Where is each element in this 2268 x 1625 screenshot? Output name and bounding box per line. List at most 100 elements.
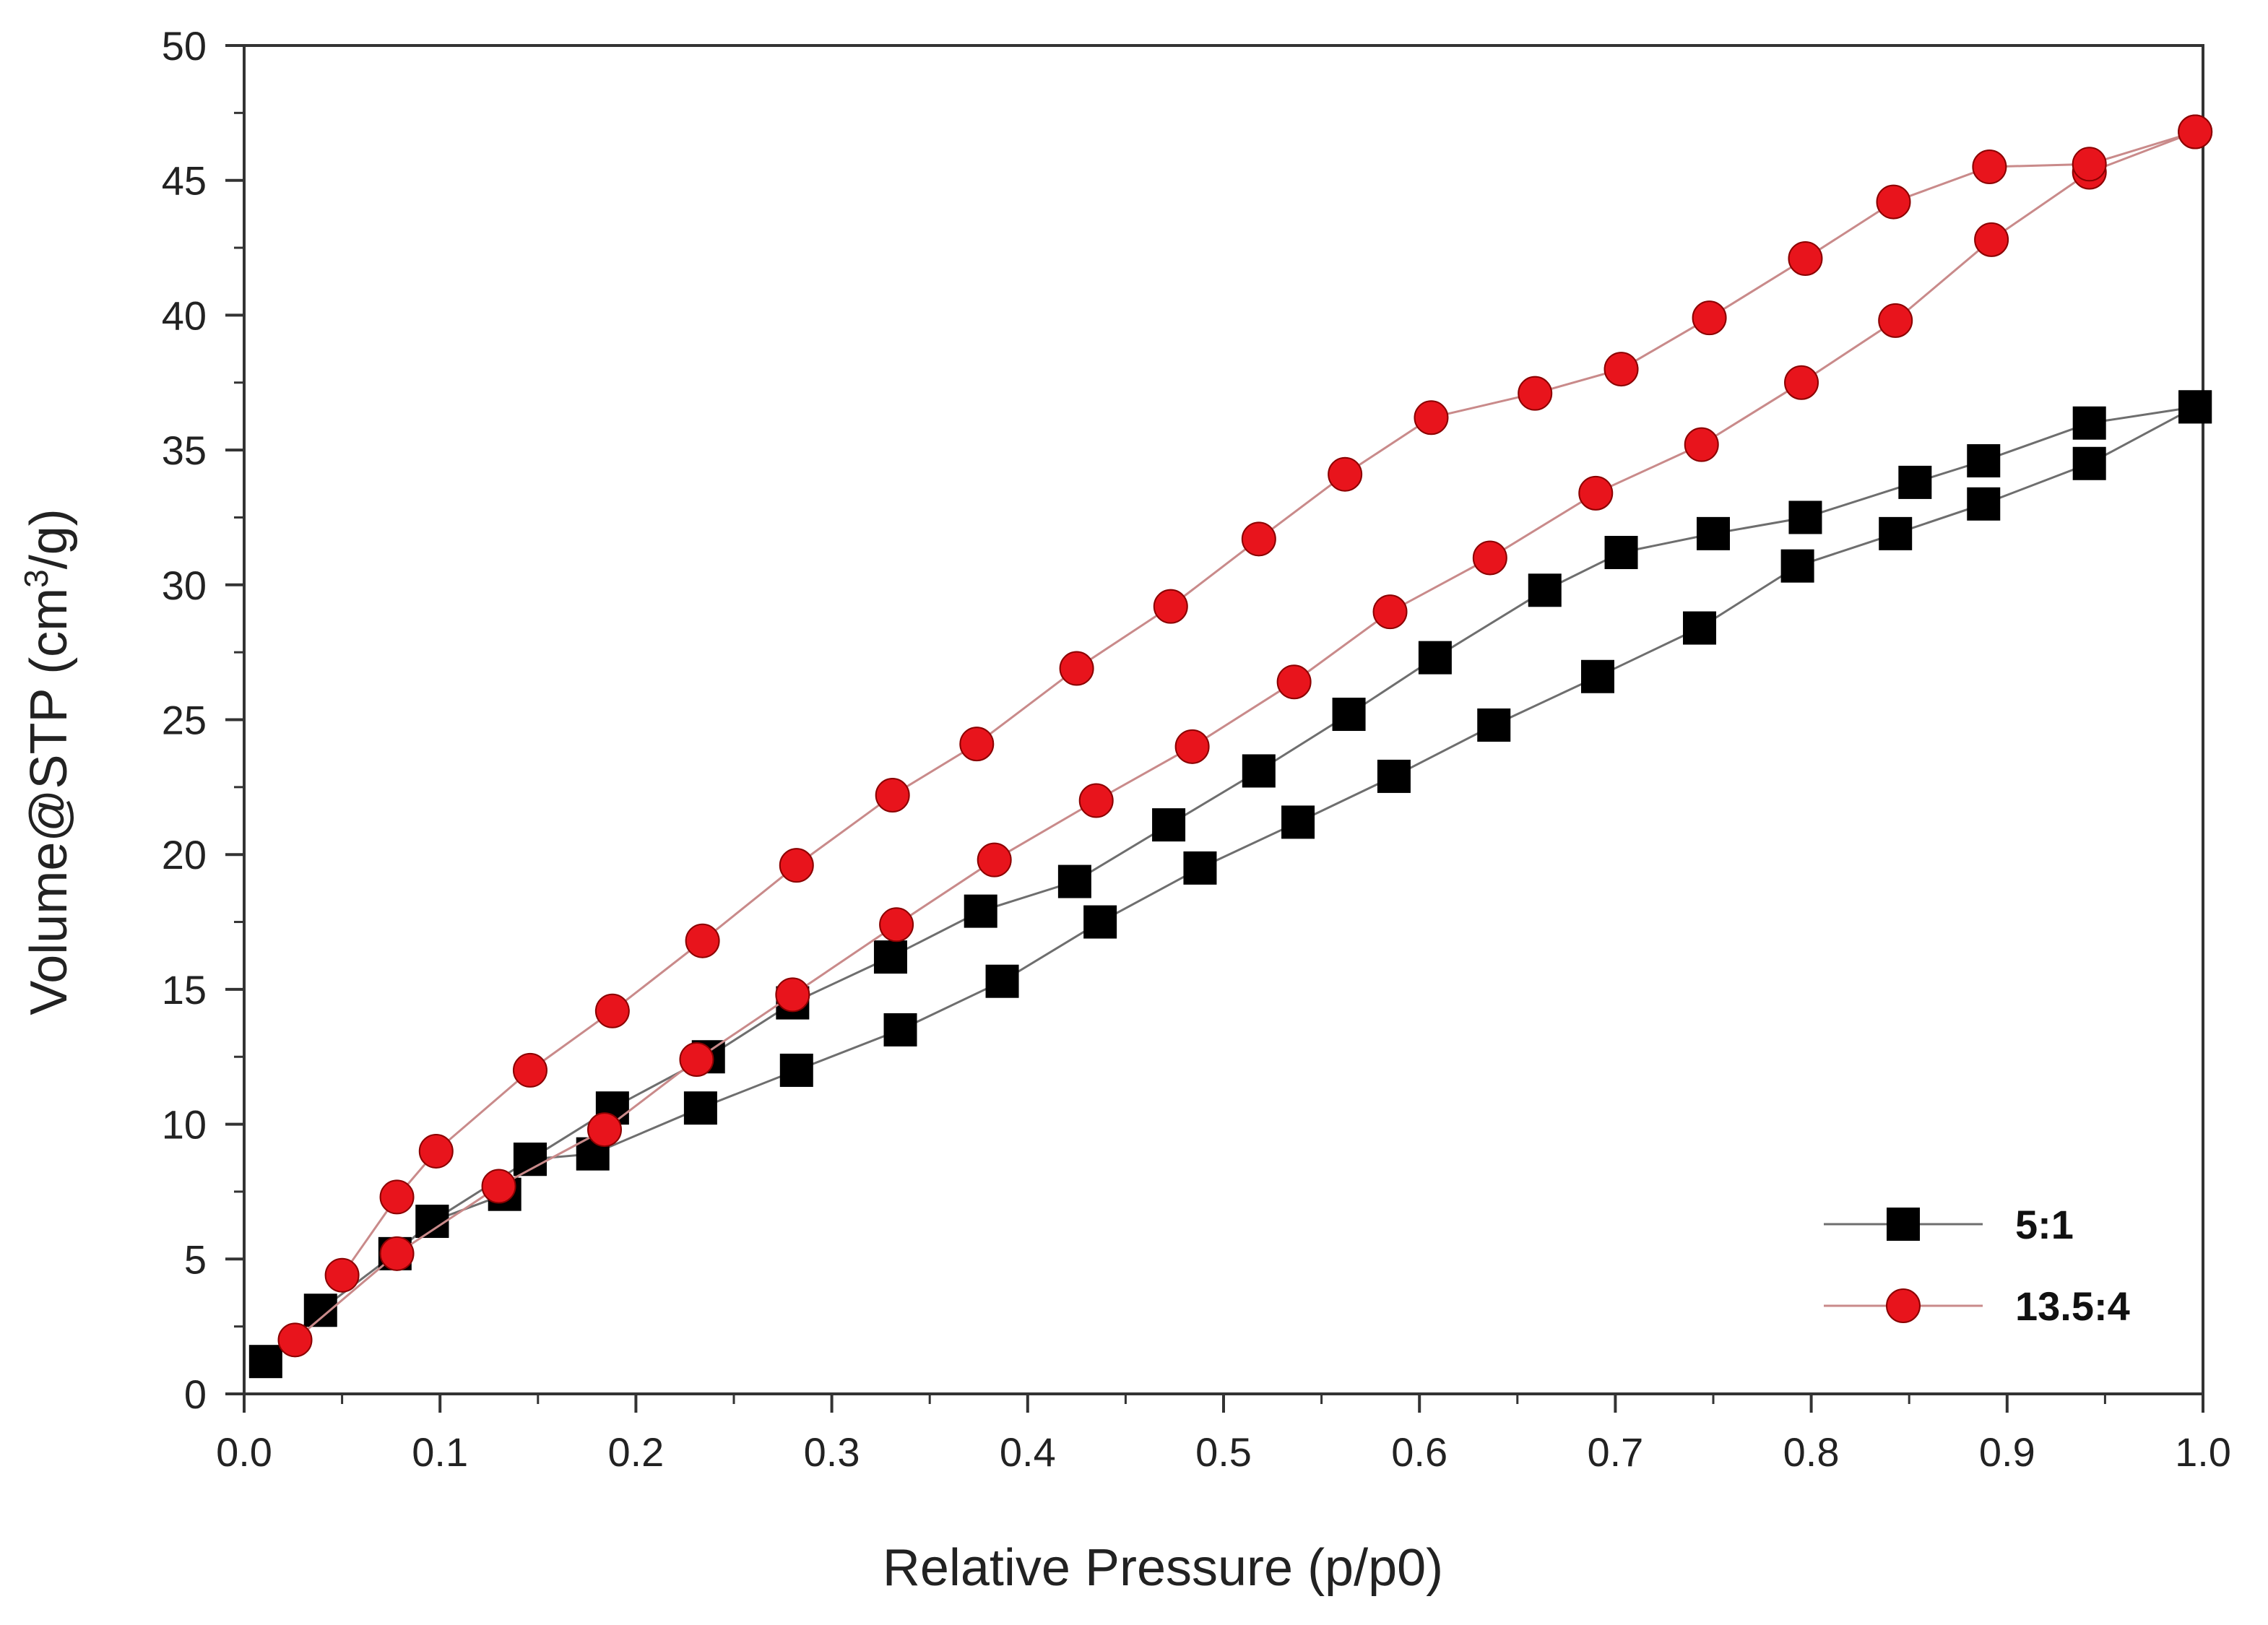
y-axis-label-prefix: Volume@STP (cm [20, 588, 78, 1015]
series-1-adsorption-point [1967, 487, 2001, 521]
series-2-desorption-point [1603, 352, 1639, 387]
series-2-desorption-point [1241, 521, 1276, 557]
series-2-desorption-point [1328, 456, 1363, 492]
legend-marker-2 [1886, 1288, 1921, 1323]
series-1-adsorption-point [883, 1013, 917, 1046]
series-2-desorption-point [1414, 400, 1449, 436]
y-tick-label: 0 [184, 1372, 207, 1417]
y-tick-label: 15 [162, 967, 207, 1013]
series-1-adsorption-point [248, 1345, 282, 1379]
series-1-desorption-point [1057, 864, 1091, 898]
y-tick-label: 35 [162, 428, 207, 473]
y-tick-label: 25 [162, 698, 207, 743]
y-tick-label: 30 [162, 563, 207, 608]
series-1-adsorption-point [985, 964, 1019, 998]
series-2-desorption-point [685, 923, 720, 958]
series-2-desorption-point [1153, 589, 1188, 624]
legend-marker-1 [1887, 1208, 1920, 1241]
x-tick-label: 0.9 [1979, 1429, 2035, 1475]
series-1-desorption-point [1332, 698, 1366, 732]
series-2-adsorption-point [1784, 365, 1819, 400]
series-2-desorption-point [1876, 184, 1911, 220]
series-2-desorption-point [779, 848, 814, 883]
y-tick-label: 50 [162, 23, 207, 69]
series-2-adsorption-point [379, 1236, 415, 1271]
series-2-desorption-point [594, 993, 630, 1028]
series-2-adsorption-point [1578, 475, 1614, 511]
series-2-desorption-point [324, 1257, 360, 1293]
axis-ticks: 0.0 0.1 0.2 0.3 0.4 0.5 0.6 0.7 0.8 0.9 1.0 0 5 10 15 2… [162, 23, 2231, 1475]
series-2-desorption-point [1788, 240, 1823, 276]
y-tick-label: 40 [162, 292, 207, 338]
series-1-desorption-point [1967, 444, 2001, 478]
legend: 5:1 13.5:4 [1824, 1202, 2130, 1329]
axes [243, 44, 2204, 1395]
series-1-desorption-point [1604, 535, 1638, 569]
series-1-adsorption-point [1083, 905, 1117, 939]
legend-label-1: 5:1 [2015, 1202, 2074, 1247]
series-2-adsorption-point [775, 977, 810, 1013]
series-1-adsorption-point [779, 1053, 813, 1087]
series-2-desorption-point [1059, 651, 1094, 686]
series-1-desorption-point [2178, 390, 2212, 424]
series-1-adsorption-point [1377, 759, 1411, 793]
series-2-desorption-point [959, 727, 995, 762]
series-1-adsorption-point [1780, 549, 1814, 583]
series-1-adsorption-point [576, 1137, 610, 1171]
x-tick-label: 0.4 [1000, 1429, 1056, 1475]
x-tick-label: 0.2 [607, 1429, 664, 1475]
series-2 [277, 114, 2213, 1358]
series-2-desorption-point [1972, 150, 2007, 185]
series-1-adsorption-point [1183, 851, 1217, 885]
y-axis-label-suffix: /g) [20, 508, 78, 569]
series-2-adsorption-point [481, 1169, 516, 1204]
series-2-adsorption-point [879, 907, 914, 942]
series-1-adsorption-point [683, 1091, 717, 1125]
series-2-desorption-point [512, 1052, 547, 1088]
series-2-adsorption-point [1684, 427, 1719, 462]
series-2-adsorption-point [1276, 664, 1312, 700]
x-tick-label: 0.8 [1783, 1429, 1840, 1475]
series-1-desorption-point [1697, 516, 1730, 550]
x-tick-label: 0.3 [804, 1429, 860, 1475]
series-2-adsorption-point [1472, 540, 1507, 576]
legend-label-2: 13.5:4 [2015, 1283, 2130, 1329]
series-2-adsorption-point [1974, 222, 2009, 257]
series-1-desorption-point [1528, 573, 1562, 607]
series-1-adsorption-point [1580, 659, 1614, 693]
series-1-desorption-point [1152, 808, 1186, 842]
series-2-adsorption-point [277, 1322, 313, 1358]
series-2-desorption-point [1692, 300, 1727, 336]
series-2-adsorption-point [587, 1112, 623, 1148]
x-tick-label: 1.0 [2175, 1429, 2231, 1475]
series-1-desorption-point [1788, 500, 1822, 534]
series-2-adsorption-point [1078, 783, 1114, 818]
y-tick-label: 5 [184, 1236, 207, 1282]
series-2-desorption-point [2072, 147, 2107, 182]
y-axis-label: Volume@STP (cm3/g) [17, 508, 78, 1015]
series-2-adsorption-point [1878, 303, 1913, 338]
series-1-desorption-point [415, 1205, 449, 1239]
series-2-desorption-point [1518, 376, 1553, 411]
series-1-adsorption-point [1281, 805, 1315, 839]
series-1-desorption-point [1242, 754, 1276, 788]
series-2-desorption-point [418, 1133, 454, 1169]
series-2-desorption-point [379, 1179, 415, 1215]
x-tick-label: 0.1 [412, 1429, 468, 1475]
series-1-desorption-point [1898, 465, 1932, 499]
series-1-desorption-point [1418, 641, 1452, 675]
series-1-adsorption-point [1477, 708, 1511, 742]
data-series [248, 114, 2213, 1379]
x-tick-label: 0.6 [1391, 1429, 1447, 1475]
series-2-adsorption-point [1174, 729, 1210, 764]
y-axis-label-sup: 3 [17, 569, 55, 588]
x-axis-label: Relative Pressure (p/p0) [883, 1539, 1443, 1597]
series-1-adsorption-point [2072, 446, 2106, 480]
x-tick-label: 0.5 [1195, 1429, 1252, 1475]
series-2-adsorption-point [977, 842, 1012, 878]
series-1-desorption-point [964, 894, 997, 928]
y-tick-label: 10 [162, 1102, 207, 1148]
series-2-desorption-point [2178, 114, 2213, 150]
series-2-desorption-line [341, 131, 2196, 1276]
